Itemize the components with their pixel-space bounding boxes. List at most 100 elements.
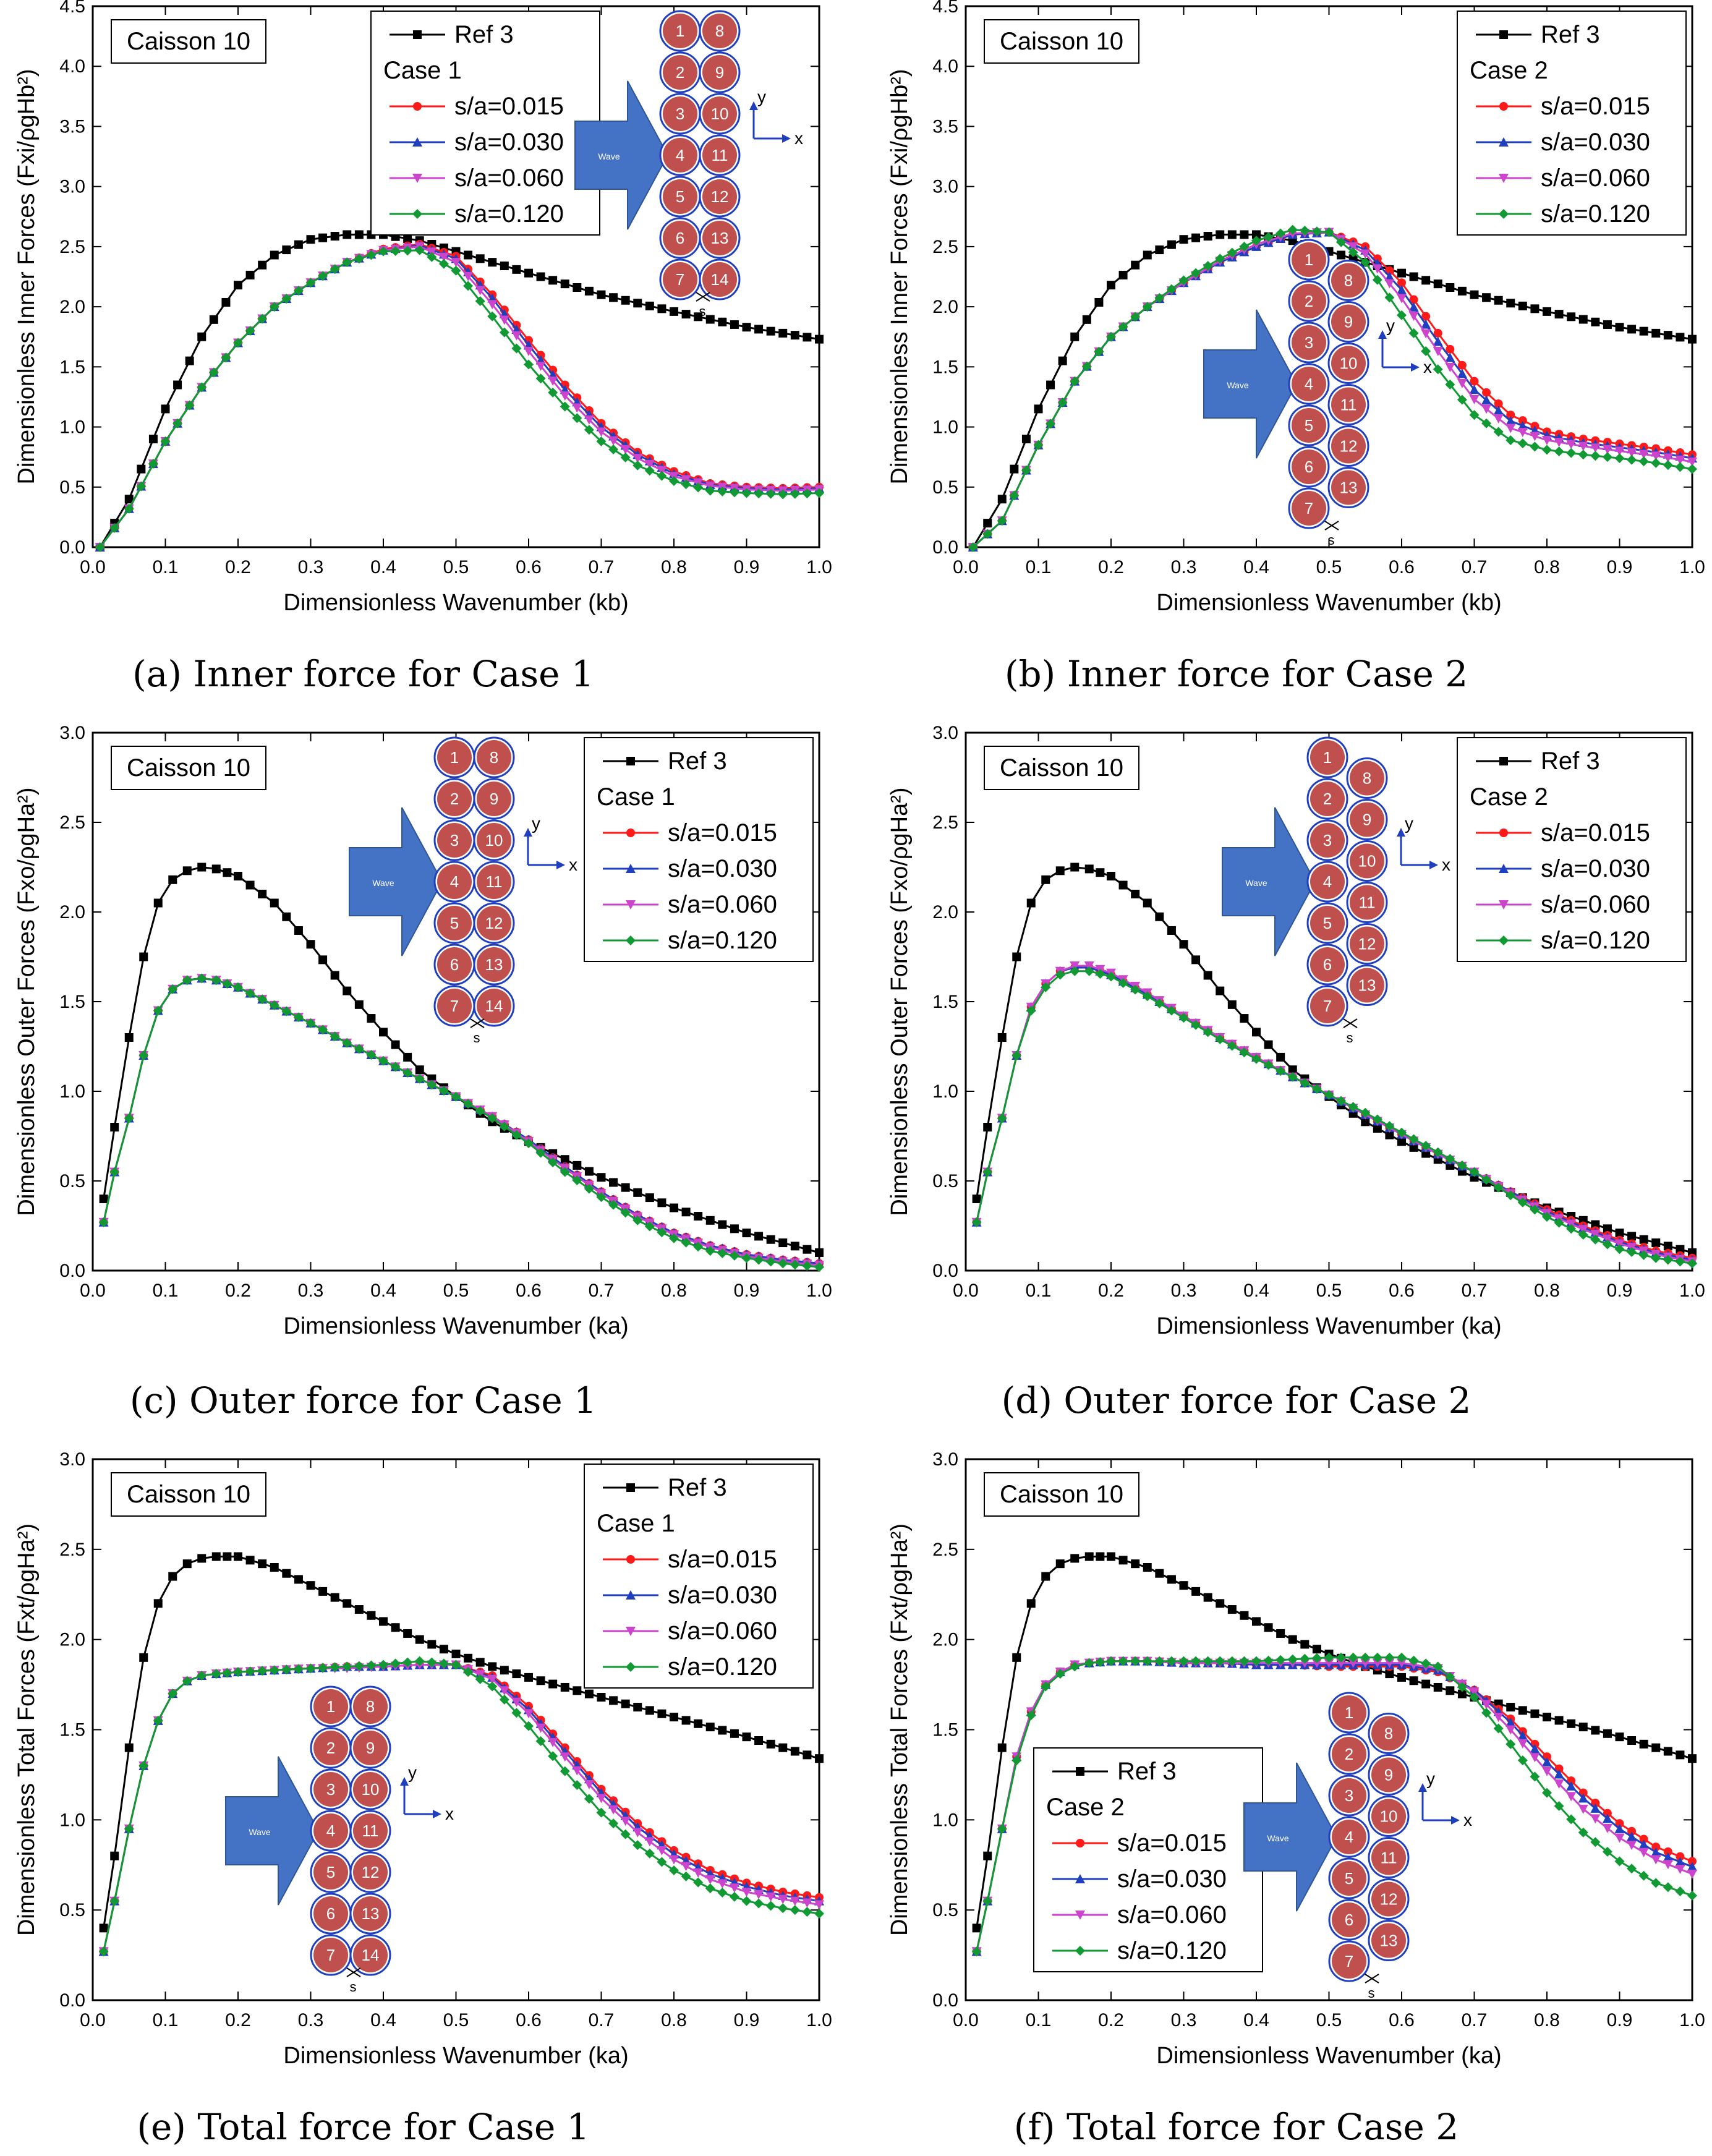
- data-point: [1275, 228, 1286, 239]
- x-tick-label: 1.0: [806, 557, 832, 577]
- chart-d: 0.0 0.1 0.2 0.3 0.4 0.5 0.6 0.7 0.8 0.9 1.0 0.0 0.5 1…: [887, 723, 1705, 1421]
- data-point: [270, 1563, 279, 1572]
- x-tick-label: 0.4: [370, 557, 396, 577]
- data-point: [211, 1669, 221, 1679]
- legend-marker: [1075, 1874, 1085, 1883]
- data-point: [1433, 336, 1443, 346]
- x-tick-label: 0.3: [1171, 2010, 1197, 2030]
- data-point: [1651, 1878, 1661, 1888]
- data-point: [1311, 226, 1322, 237]
- data-point: [1287, 1072, 1298, 1082]
- caisson-fill: [663, 179, 697, 214]
- data-point: [1094, 297, 1104, 307]
- gap-marker-icon: [696, 292, 710, 302]
- data-point: [1590, 451, 1601, 461]
- data-point: [451, 1091, 461, 1102]
- data-point: [705, 1875, 715, 1885]
- y-tick-label: 0.0: [59, 1261, 85, 1281]
- caisson-fill: [437, 782, 472, 816]
- caisson-number: 14: [711, 270, 729, 289]
- data-point: [632, 1215, 643, 1225]
- series-s-a-0-120: [95, 245, 824, 552]
- data-point: [245, 270, 255, 279]
- data-point: [548, 1751, 558, 1762]
- data-point: [1010, 464, 1019, 474]
- data-point: [124, 503, 134, 514]
- data-point: [1457, 369, 1467, 378]
- data-point: [1421, 346, 1431, 357]
- y-tick-label: 2.0: [932, 902, 958, 922]
- data-point: [463, 271, 474, 281]
- caisson-fill: [477, 947, 511, 982]
- data-point: [245, 1556, 255, 1565]
- caisson-fill: [353, 1896, 388, 1931]
- x-tick-label: 0.6: [516, 2010, 542, 2030]
- data-point: [1663, 460, 1673, 471]
- caisson-fill: [1371, 1716, 1406, 1751]
- data-point: [1026, 1599, 1036, 1608]
- data-point: [1106, 1656, 1116, 1666]
- data-point: [366, 1660, 377, 1671]
- data-point: [1409, 1143, 1418, 1152]
- data-point: [1517, 427, 1528, 437]
- data-point: [1372, 1652, 1382, 1663]
- data-point: [1324, 1658, 1334, 1668]
- data-point: [1506, 1703, 1515, 1712]
- data-point: [1155, 1569, 1164, 1578]
- data-point: [729, 1883, 739, 1893]
- data-point: [560, 1752, 570, 1762]
- legend-label: s/a=0.030: [1541, 855, 1650, 882]
- data-point: [488, 1662, 497, 1671]
- data-point: [415, 1065, 424, 1075]
- data-point: [438, 258, 449, 269]
- data-point: [427, 252, 437, 262]
- x-tick-label: 1.0: [1679, 2010, 1705, 2030]
- legend-marker: [626, 864, 636, 873]
- data-point: [1252, 1028, 1261, 1037]
- caisson-title: Caisson 10: [127, 1481, 250, 1508]
- data-point: [366, 1050, 377, 1060]
- legend-marker: [1499, 137, 1509, 147]
- data-point: [1493, 1713, 1504, 1723]
- data-point: [765, 1892, 776, 1902]
- chart-b: 0.0 0.1 0.2 0.3 0.4 0.5 0.6 0.7 0.8 0.9 1.0 0.0 0.5 1…: [887, 0, 1705, 695]
- y-tick-label: 1.5: [59, 992, 85, 1012]
- caisson-number: 12: [1380, 1890, 1398, 1909]
- x-arrowhead-icon: [782, 134, 791, 143]
- x-tick-label: 0.4: [1243, 1280, 1269, 1301]
- data-point: [742, 1732, 751, 1742]
- data-point: [584, 1167, 594, 1176]
- data-point: [1107, 281, 1115, 290]
- data-point: [414, 245, 425, 255]
- data-point: [1530, 1204, 1540, 1215]
- x-tick-label: 0.5: [1316, 557, 1342, 577]
- data-point: [222, 979, 232, 989]
- data-point: [1651, 328, 1661, 338]
- data-point: [1651, 1253, 1661, 1263]
- data-point: [463, 1667, 474, 1677]
- data-point: [972, 1924, 981, 1933]
- data-point: [1033, 440, 1044, 450]
- data-point: [182, 866, 192, 876]
- data-point: [814, 1900, 824, 1910]
- data-point: [1638, 1847, 1649, 1857]
- data-point: [1143, 1563, 1152, 1572]
- legend: Ref 3 Case 1 s/a=0.015 s/a=0.030 s/a=0.060 s/…: [370, 11, 600, 236]
- data-point: [1590, 443, 1601, 453]
- data-point: [644, 466, 655, 476]
- data-point: [1397, 294, 1407, 304]
- data-point: [983, 1851, 992, 1860]
- data-point: [705, 1246, 715, 1256]
- data-point: [1421, 1679, 1431, 1689]
- series-s-a-0-120: [971, 1652, 1697, 1957]
- caisson-number: 3: [1323, 831, 1332, 850]
- data-point: [802, 1898, 812, 1908]
- data-point: [1385, 266, 1394, 275]
- data-point: [1251, 236, 1261, 246]
- data-point: [269, 302, 279, 312]
- axis-y-label: y: [757, 87, 766, 106]
- caisson-fill: [1331, 428, 1366, 464]
- data-point: [1482, 293, 1491, 302]
- data-point: [1470, 377, 1479, 386]
- data-point: [1481, 1175, 1492, 1185]
